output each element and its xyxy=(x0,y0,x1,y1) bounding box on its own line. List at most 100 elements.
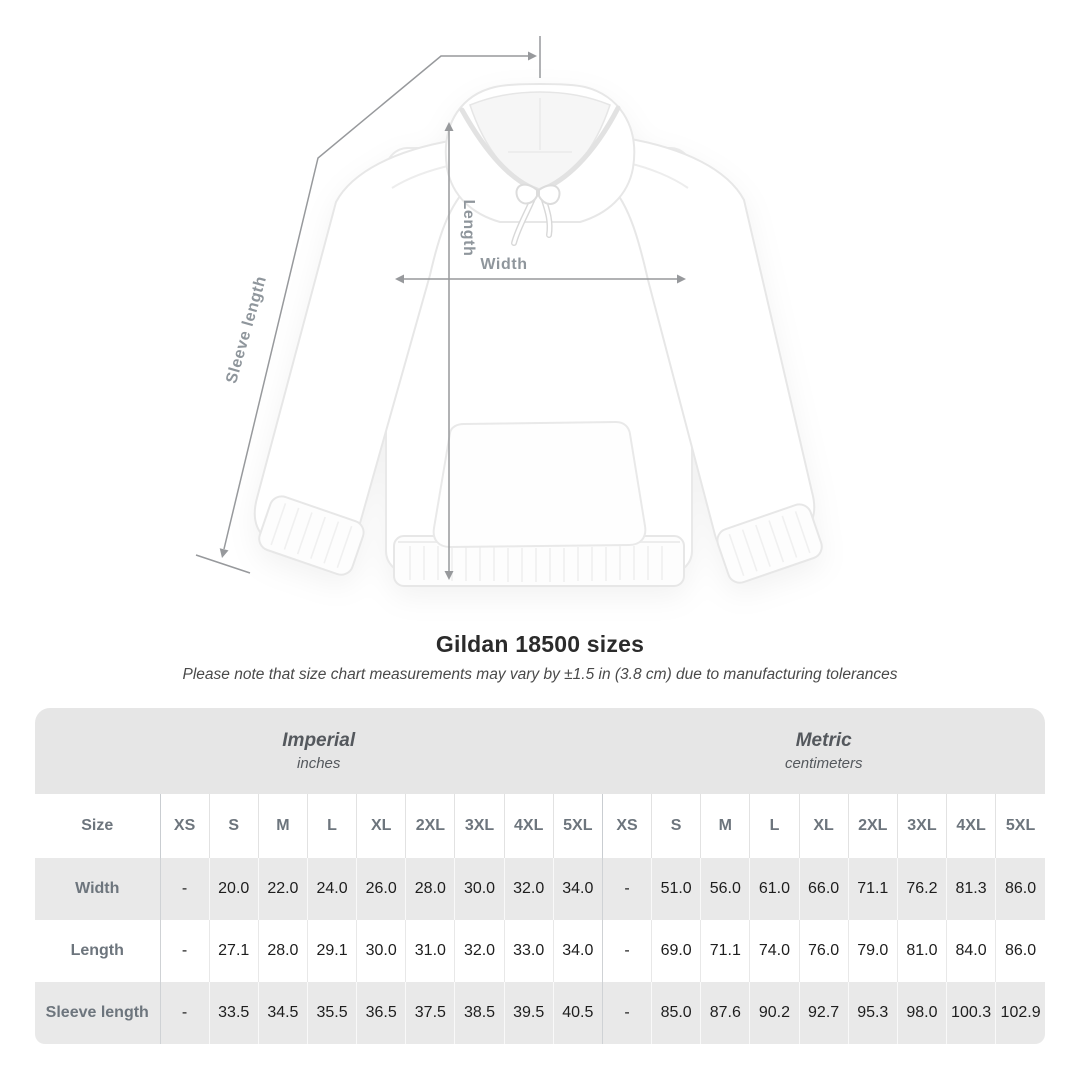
table-cell: 76.2 xyxy=(896,858,947,920)
table-cell: 85.0 xyxy=(651,982,701,1044)
page-title: Gildan 18500 sizes xyxy=(435,631,645,657)
column-header-imperial-xs: XS xyxy=(159,794,210,858)
table-cell: 51.0 xyxy=(651,858,701,920)
imperial-group-name: Imperial xyxy=(282,729,356,751)
table-cell: 39.5 xyxy=(503,982,554,1044)
table-cell: - xyxy=(601,920,652,982)
table-cell: 84.0 xyxy=(945,920,996,982)
table-cell: - xyxy=(601,982,652,1044)
table-cell: 95.3 xyxy=(847,982,898,1044)
table-cell: 86.0 xyxy=(995,858,1045,920)
table-cell: 22.0 xyxy=(257,858,308,920)
table-cell: 92.7 xyxy=(798,982,849,1044)
size-column-header: Size xyxy=(35,794,160,858)
table-cell: 26.0 xyxy=(356,858,406,920)
table-cell: 71.1 xyxy=(700,920,750,982)
table-row-length: Length - 27.1 28.0 29.1 30.0 31.0 32.0 3… xyxy=(35,920,1045,982)
column-header-imperial-m: M xyxy=(257,794,308,858)
table-cell: 66.0 xyxy=(798,858,849,920)
column-header-metric-2xl: 2XL xyxy=(847,794,898,858)
table-cell: 98.0 xyxy=(896,982,947,1044)
column-header-imperial-xl: XL xyxy=(356,794,406,858)
size-table: Imperial inches Metric centimeters Size … xyxy=(35,708,1045,1044)
table-cell: 87.6 xyxy=(700,982,750,1044)
table-cell: 32.0 xyxy=(454,920,505,982)
table-cell: 33.5 xyxy=(208,982,259,1044)
arrow-up-icon xyxy=(444,122,454,131)
metric-group-unit: centimeters xyxy=(784,755,863,773)
table-cell: 61.0 xyxy=(749,858,800,920)
table-cell: 90.2 xyxy=(749,982,800,1044)
arrow-down-icon xyxy=(219,548,229,558)
hoodie-measurement-diagram: Sleeve length Length Width xyxy=(195,36,823,587)
unit-group-row: Imperial inches Metric centimeters xyxy=(35,708,1045,794)
size-header-row: Size XS S M L XL 2XL 3XL 4XL 5XL XS S M … xyxy=(35,794,1045,858)
column-header-imperial-s: S xyxy=(208,794,259,858)
column-header-metric-xs: XS xyxy=(601,794,652,858)
table-cell: 37.5 xyxy=(405,982,455,1044)
table-cell: 38.5 xyxy=(454,982,505,1044)
metric-group-header: Metric centimeters xyxy=(602,708,1045,794)
sleeve-length-label: Sleeve length xyxy=(223,274,270,385)
hoodie-drawstrings xyxy=(511,183,561,246)
row-label: Length xyxy=(70,942,124,959)
table-cell: 32.0 xyxy=(503,858,554,920)
table-row-sleeve-length: Sleeve length - 33.5 34.5 35.5 36.5 37.5… xyxy=(35,982,1045,1044)
arrow-right-icon xyxy=(528,51,537,61)
table-cell: 102.9 xyxy=(995,982,1045,1044)
table-cell: 71.1 xyxy=(847,858,898,920)
table-cell: 28.0 xyxy=(405,858,455,920)
column-header-imperial-l: L xyxy=(306,794,357,858)
column-header-metric-xl: XL xyxy=(798,794,849,858)
table-cell: 100.3 xyxy=(945,982,996,1044)
column-header-imperial-3xl: 3XL xyxy=(454,794,505,858)
table-cell: 74.0 xyxy=(749,920,800,982)
table-cell: 31.0 xyxy=(405,920,455,982)
hoodie-left-cuff xyxy=(258,495,365,576)
row-label: Width xyxy=(75,880,120,897)
column-header-metric-m: M xyxy=(700,794,750,858)
table-row-width: Width - 20.0 22.0 24.0 26.0 28.0 30.0 32… xyxy=(35,858,1045,920)
hoodie-illustration xyxy=(253,83,823,587)
table-cell: 86.0 xyxy=(995,920,1045,982)
table-cell: 29.1 xyxy=(306,920,357,982)
column-header-metric-l: L xyxy=(749,794,800,858)
table-cell: 20.0 xyxy=(208,858,259,920)
table-cell: 40.5 xyxy=(552,982,603,1044)
arrow-down-icon xyxy=(444,571,454,580)
table-cell: 79.0 xyxy=(847,920,898,982)
metric-group-name: Metric xyxy=(795,729,852,751)
table-cell: 30.0 xyxy=(454,858,505,920)
table-cell: 24.0 xyxy=(306,858,357,920)
tolerance-note: Please note that size chart measurements… xyxy=(182,666,898,683)
table-cell: - xyxy=(159,920,210,982)
imperial-group-header: Imperial inches xyxy=(35,708,603,794)
row-label: Sleeve length xyxy=(45,1004,149,1021)
table-cell: 56.0 xyxy=(700,858,750,920)
column-header-imperial-5xl: 5XL xyxy=(552,794,603,858)
width-label: Width xyxy=(480,256,527,273)
table-cell: 69.0 xyxy=(651,920,701,982)
arrow-right-icon xyxy=(677,274,686,284)
cuff-tick xyxy=(195,554,251,574)
length-dimension: Length xyxy=(444,122,477,580)
hoodie-right-cuff xyxy=(716,503,823,584)
imperial-group-unit: inches xyxy=(297,755,341,773)
table-cell: 76.0 xyxy=(798,920,849,982)
table-cell: 34.5 xyxy=(257,982,308,1044)
table-cell: 33.0 xyxy=(503,920,554,982)
hoodie-hood xyxy=(444,83,636,223)
table-cell: 81.0 xyxy=(896,920,947,982)
column-header-metric-5xl: 5XL xyxy=(995,794,1045,858)
table-cell: 34.0 xyxy=(552,858,603,920)
table-cell: 27.1 xyxy=(208,920,259,982)
table-cell: 36.5 xyxy=(356,982,406,1044)
column-header-imperial-2xl: 2XL xyxy=(405,794,455,858)
length-label: Length xyxy=(460,200,477,257)
column-header-metric-3xl: 3XL xyxy=(896,794,947,858)
column-header-metric-4xl: 4XL xyxy=(945,794,996,858)
width-dimension: Width xyxy=(395,256,686,284)
table-cell: 34.0 xyxy=(552,920,603,982)
column-header-metric-s: S xyxy=(651,794,701,858)
